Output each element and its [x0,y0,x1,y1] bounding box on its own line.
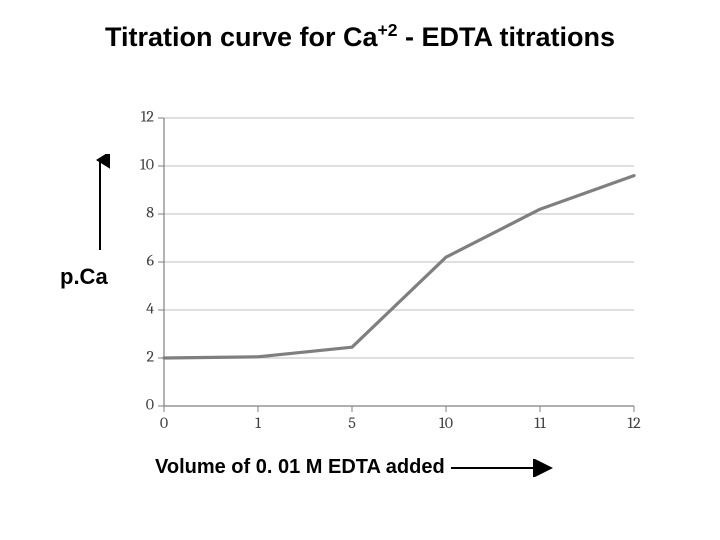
svg-text:12: 12 [627,414,641,432]
svg-text:0: 0 [146,396,154,414]
svg-text:6: 6 [146,252,154,270]
y-axis-arrow-icon [90,154,110,254]
svg-text:5: 5 [348,414,356,432]
x-axis-label-row: Volume of 0. 01 M EDTA added [155,456,559,479]
svg-text:8: 8 [146,204,154,222]
title-superscript: +2 [378,20,398,40]
svg-text:0: 0 [160,414,168,432]
svg-text:11: 11 [534,414,546,432]
svg-text:1: 1 [255,414,261,432]
svg-text:10: 10 [439,414,453,432]
svg-text:12: 12 [141,110,155,126]
x-axis-arrow-icon [449,459,559,477]
svg-text:4: 4 [146,300,154,318]
chart-title: Titration curve for Ca+2 - EDTA titratio… [0,20,720,53]
slide: Titration curve for Ca+2 - EDTA titratio… [0,0,720,540]
title-prefix: Titration curve for Ca [105,22,378,52]
titration-chart: 0 2 4 6 8 10 12 0 1 5 10 11 12 [128,110,648,440]
y-axis-label: p.Ca [60,264,108,290]
svg-text:10: 10 [140,156,154,174]
title-suffix: - EDTA titrations [398,22,616,52]
svg-text:2: 2 [146,348,154,366]
x-axis-label: Volume of 0. 01 M EDTA added [155,456,445,479]
